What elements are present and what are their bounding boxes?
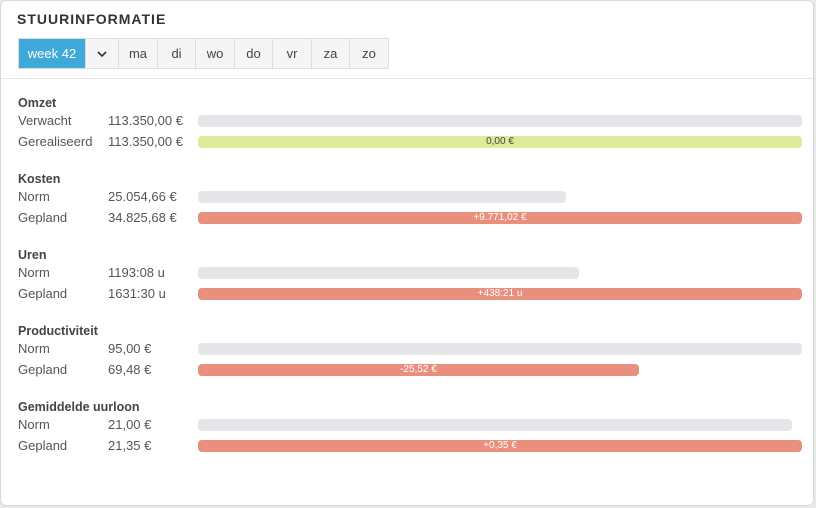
progress-track	[198, 267, 802, 279]
metric-label: Gepland	[18, 210, 68, 225]
metric-label: Gepland	[18, 438, 68, 453]
progress-track: +0,35 €	[198, 440, 802, 452]
norm-bar	[198, 115, 802, 127]
progress-track: 0,00 €	[198, 136, 802, 148]
week-dropdown-button[interactable]	[86, 39, 119, 68]
tab-day-ma[interactable]: ma	[119, 39, 158, 68]
metric-row: Norm 1193:08 u	[18, 264, 803, 285]
section-kosten: Kosten Norm 25.054,66 € Gepland 34.825,68 € +…	[18, 170, 803, 230]
norm-bar	[198, 267, 579, 279]
norm-bar	[198, 419, 792, 431]
metric-label: Gerealiseerd	[18, 134, 93, 149]
metric-label: Verwacht	[18, 113, 72, 128]
deviation-bar: +0,35 €	[198, 440, 802, 452]
metric-label: Norm	[18, 341, 50, 356]
progress-track	[198, 191, 802, 203]
metric-row: Gepland 1631:30 u +438:21 u	[18, 285, 803, 306]
card-title: STUURINFORMATIE	[17, 11, 167, 27]
tab-day-wo[interactable]: wo	[196, 39, 235, 68]
deviation-bar: 0,00 €	[198, 136, 802, 148]
header-divider	[1, 78, 813, 79]
metric-value: 69,48 €	[108, 362, 152, 377]
tab-week[interactable]: week 42	[19, 39, 86, 68]
section-omzet: Omzet Verwacht 113.350,00 € Gerealiseerd 113…	[18, 94, 803, 154]
metric-label: Norm	[18, 417, 50, 432]
progress-track: +438:21 u	[198, 288, 802, 300]
tab-day-vr[interactable]: vr	[273, 39, 312, 68]
progress-track	[198, 115, 802, 127]
section-title: Kosten	[18, 172, 61, 186]
metric-row: Norm 95,00 €	[18, 340, 803, 361]
metric-value: 21,35 €	[108, 438, 152, 453]
progress-track	[198, 419, 802, 431]
metric-row: Gepland 34.825,68 € +9.771,02 €	[18, 209, 803, 230]
norm-bar	[198, 191, 567, 203]
tab-day-di[interactable]: di	[158, 39, 196, 68]
metric-value: 1193:08 u	[108, 265, 165, 280]
tab-day-do[interactable]: do	[235, 39, 273, 68]
week-day-tabs: week 42 ma di wo do vr za zo	[18, 38, 389, 69]
tab-day-za[interactable]: za	[312, 39, 350, 68]
deviation-bar: +9.771,02 €	[198, 212, 802, 224]
metric-value: 21,00 €	[108, 417, 152, 432]
deviation-bar: +438:21 u	[198, 288, 802, 300]
deviation-bar: -25,52 €	[198, 364, 639, 376]
metric-row: Gepland 21,35 € +0,35 €	[18, 437, 803, 458]
metric-label: Gepland	[18, 286, 68, 301]
metric-label: Gepland	[18, 362, 68, 377]
metric-row: Gepland 69,48 € -25,52 €	[18, 361, 803, 382]
metric-row: Verwacht 113.350,00 €	[18, 112, 803, 133]
metric-value: 1631:30 u	[108, 286, 166, 301]
section-title: Uren	[18, 248, 47, 262]
progress-track	[198, 343, 802, 355]
section-title: Gemiddelde uurloon	[18, 400, 140, 414]
progress-track: -25,52 €	[198, 364, 802, 376]
metric-value: 113.350,00 €	[108, 134, 183, 149]
metric-row: Norm 25.054,66 €	[18, 188, 803, 209]
metric-label: Norm	[18, 189, 50, 204]
section-uren: Uren Norm 1193:08 u Gepland 1631:30 u +438:21…	[18, 246, 803, 306]
chevron-down-icon	[97, 51, 107, 58]
metric-value: 113.350,00 €	[108, 113, 183, 128]
norm-bar	[198, 343, 802, 355]
tab-day-zo[interactable]: zo	[350, 39, 388, 68]
metric-row: Norm 21,00 €	[18, 416, 803, 437]
section-title: Omzet	[18, 96, 57, 110]
metric-value: 25.054,66 €	[108, 189, 177, 204]
metric-value: 95,00 €	[108, 341, 152, 356]
section-productiviteit: Productiviteit Norm 95,00 € Gepland 69,48 € -…	[18, 322, 803, 382]
progress-track: +9.771,02 €	[198, 212, 802, 224]
section-title: Productiviteit	[18, 324, 98, 338]
metric-value: 34.825,68 €	[108, 210, 177, 225]
metric-label: Norm	[18, 265, 50, 280]
section-gemiddelde-uurloon: Gemiddelde uurloon Norm 21,00 € Gepland 21,3…	[18, 398, 803, 458]
metric-row: Gerealiseerd 113.350,00 € 0,00 €	[18, 133, 803, 154]
